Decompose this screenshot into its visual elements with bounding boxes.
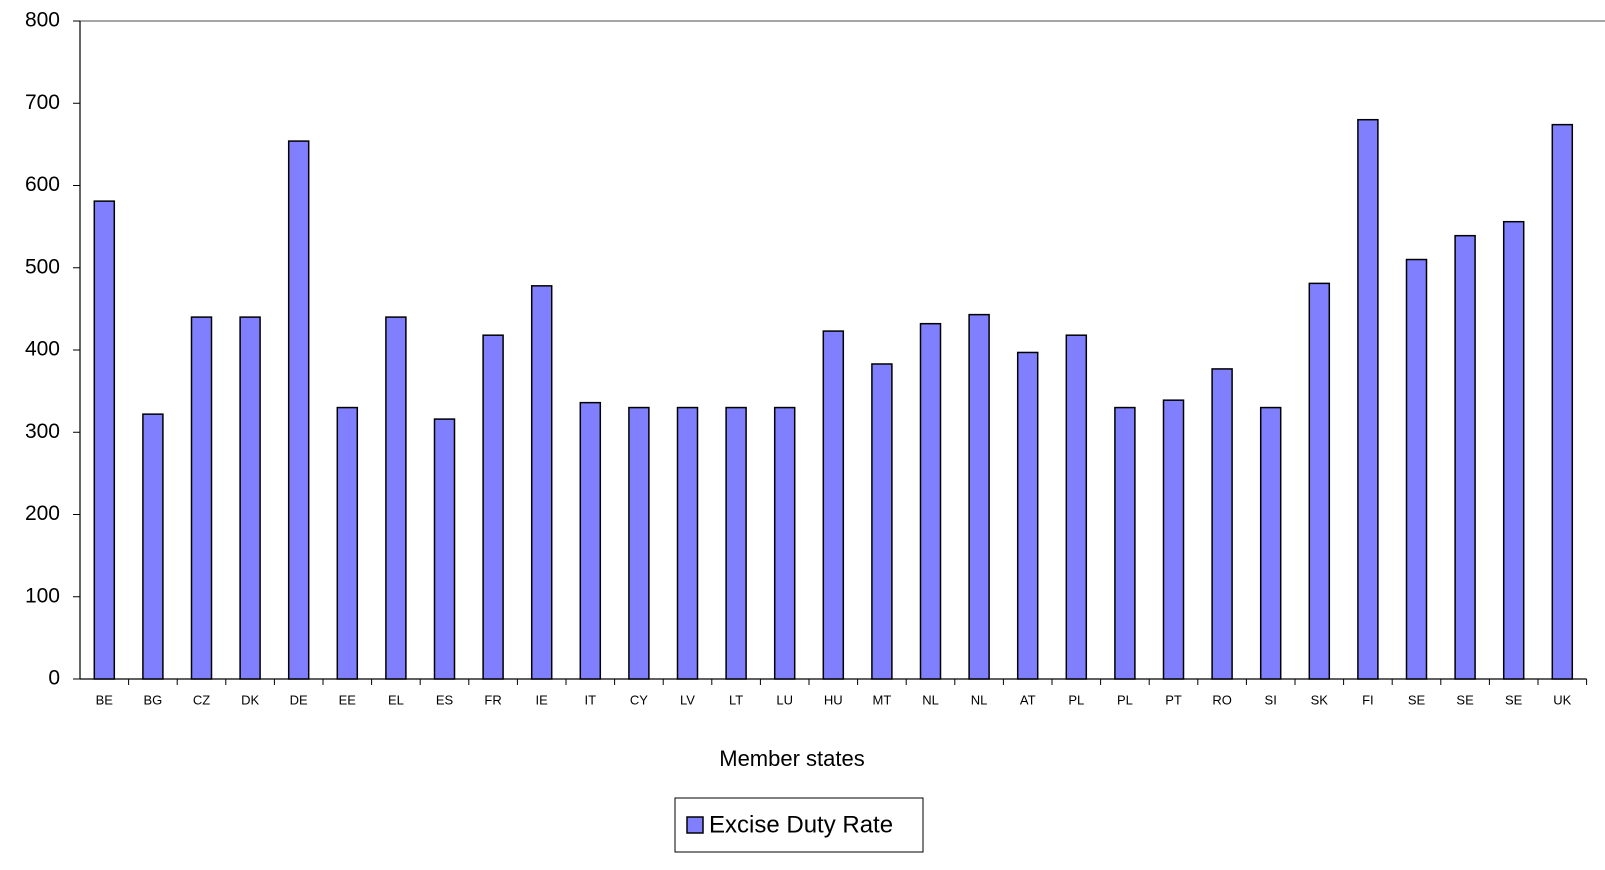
x-tick-label: CY [630,692,648,707]
x-tick-label: LT [729,692,743,707]
bar [482,334,504,680]
x-tick-label: PT [1165,692,1182,707]
x-tick-label: NL [971,692,988,707]
bar [1211,368,1233,680]
bar [1114,406,1136,680]
x-tick-label: SK [1311,692,1329,707]
bar [336,406,359,680]
bar [968,313,990,680]
bar [1259,406,1282,680]
bar [822,330,845,680]
bar [725,406,747,680]
y-tick-label: 0 [48,667,60,690]
bar [1308,282,1331,680]
bar [1065,334,1088,680]
x-tick-label: BG [144,692,163,707]
x-tick-label: NL [922,692,939,707]
legend-label: Excise Duty Rate [709,811,893,838]
x-tick-label: SI [1265,692,1277,707]
y-tick-label: 600 [25,173,60,196]
legend-swatch [686,816,704,834]
bar [433,418,456,680]
bar [239,316,261,680]
x-axis-title: Member states [719,746,865,771]
bar [530,285,553,680]
x-tick-label: UK [1553,692,1571,707]
x-tick-label: AT [1020,692,1036,707]
x-tick-label: PL [1068,692,1084,707]
x-tick-label: MT [873,692,892,707]
bar [579,401,602,680]
x-tick-label: FR [484,692,501,707]
y-tick-label: 200 [25,502,60,525]
y-tick-label: 700 [25,91,60,114]
bar [287,140,310,680]
x-tick-label: SE [1456,692,1474,707]
x-tick-label: BE [96,692,114,707]
bar [1357,118,1379,680]
y-tick-label: 800 [25,9,60,32]
bar [676,406,699,680]
x-tick-label: DK [241,692,259,707]
x-tick-label: HU [824,692,843,707]
bar [1502,220,1525,680]
bar [1551,123,1574,680]
bar [628,406,650,680]
x-tick-label: SE [1408,692,1426,707]
x-tick-label: IE [536,692,549,707]
y-tick-label: 300 [25,420,60,443]
legend-box [674,797,924,853]
bar [919,322,942,680]
bar [93,200,116,680]
y-tick-label: 400 [25,338,60,361]
x-tick-label: IT [585,692,597,707]
y-tick-label: 500 [25,255,60,278]
x-tick-label: SE [1505,692,1523,707]
bar [773,406,796,680]
x-tick-label: LV [680,692,695,707]
bar [871,363,893,680]
x-tick-label: CZ [193,692,210,707]
x-tick-label: ES [436,692,454,707]
y-tick-label: 100 [25,584,60,607]
x-tick-label: FI [1362,692,1374,707]
x-tick-label: EL [388,692,404,707]
x-tick-label: LU [776,692,793,707]
x-tick-label: EE [339,692,357,707]
bar [190,316,213,680]
bar [1162,399,1185,680]
bar [1454,234,1476,680]
x-tick-label: RO [1212,692,1232,707]
bar [1016,351,1039,680]
x-tick-label: PL [1117,692,1133,707]
bar [385,316,407,680]
x-tick-label: DE [290,692,308,707]
bar [142,413,164,680]
bar [1405,258,1428,680]
